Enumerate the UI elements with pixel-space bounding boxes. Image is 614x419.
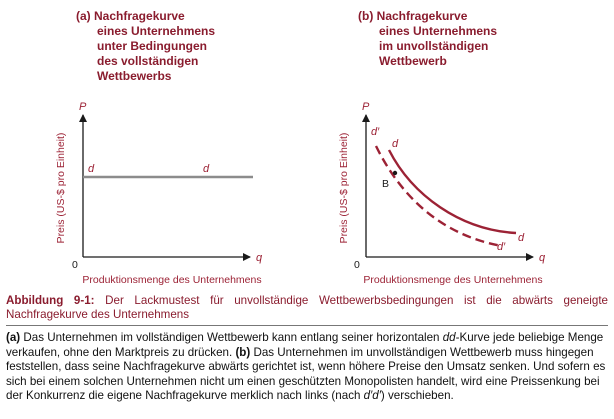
- panel-b-demand-curve-dd: [387, 149, 517, 235]
- figure-caption: Abbildung 9-1: Der Lackmustest für unvol…: [6, 294, 608, 322]
- panel-a-title-line: eines Unternehmens: [97, 24, 216, 38]
- panel-b-dd-label-bottom: d: [518, 232, 525, 244]
- panel-b-diagram: P Preis (US-$ pro Einheit) q 0 Produktio…: [338, 101, 546, 286]
- panel-b-y-axis-letter: P: [362, 101, 370, 113]
- panel-b-title-line: (b) Nachfragekurve: [358, 9, 468, 23]
- description-a-text-2: -Kurve jede beliebige Menge verkaufen, o…: [6, 331, 604, 359]
- panel-b-y-axis-label: Preis (US-$ pro Einheit): [338, 133, 350, 244]
- panel-a-curve-label-left: d: [88, 163, 95, 175]
- panel-a-x-axis-letter: q: [256, 252, 263, 264]
- panel-b-x-axis-letter: q: [539, 252, 546, 264]
- panel-a-title-line: (a) Nachfragekurve: [76, 9, 185, 23]
- panel-b-demand-curve-dprime: [374, 145, 503, 248]
- description-b-text-1: Das Unternehmen im unvollständigen Wettb…: [6, 345, 606, 403]
- figure-caption-text: Der Lackmustest für unvollständige Wettb…: [6, 294, 608, 321]
- panel-b-title-line: im unvollständigen: [379, 39, 489, 53]
- panel-a-title-line: Wettbewerbs: [97, 69, 172, 83]
- figure-description: (a) Das Unternehmen im vollständigen Wet…: [6, 331, 608, 404]
- panel-b-title-line: Wettbewerb: [379, 54, 447, 68]
- panel-b-point-b-label: B: [382, 178, 389, 190]
- panel-a-y-axis-letter: P: [79, 101, 87, 113]
- panel-b-dd-label-top: d: [392, 138, 399, 150]
- description-a-marker: (a): [6, 331, 21, 344]
- panel-a-title-line: unter Bedingungen: [97, 39, 207, 53]
- panel-a-origin-label: 0: [72, 259, 78, 271]
- panel-b-x-axis-label: Produktionsmenge des Unternehmens: [363, 274, 542, 286]
- panel-b-origin-label: 0: [354, 259, 360, 271]
- panel-a-y-axis-label: Preis (US-$ pro Einheit): [55, 133, 67, 244]
- panel-b-dprime-label-bottom: d′: [497, 241, 506, 253]
- description-a-text-1: Das Unternehmen im vollständigen Wettbew…: [20, 331, 443, 344]
- description-b-text-2: ) verschieben.: [380, 389, 454, 402]
- panel-a-curve-label-right: d: [203, 163, 210, 175]
- panel-a-x-axis-label: Produktionsmenge des Unternehmens: [82, 274, 261, 286]
- caption-divider: [6, 325, 608, 326]
- panel-a-title-line: des vollständigen: [97, 54, 199, 68]
- panel-b-title-line: eines Unternehmens: [379, 24, 498, 38]
- figure-number: Abbildung 9-1:: [6, 294, 95, 307]
- description-a-term: dd: [442, 331, 456, 344]
- panel-a-diagram: P Preis (US-$ pro Einheit) q 0 Produktio…: [55, 101, 263, 286]
- panel-b-point-b-marker: [392, 170, 398, 176]
- description-b-marker: (b): [235, 345, 251, 359]
- description-b-term: d′d′: [363, 389, 381, 402]
- panel-b-title: (b) Nachfragekurve eines Unternehmens im…: [358, 9, 497, 69]
- panel-b-dprime-label-top: d′: [371, 126, 380, 138]
- demand-curve-diagrams: P Preis (US-$ pro Einheit) q 0 Produktio…: [55, 101, 546, 286]
- panel-a-title: (a) Nachfragekurve eines Unternehmens un…: [76, 9, 215, 84]
